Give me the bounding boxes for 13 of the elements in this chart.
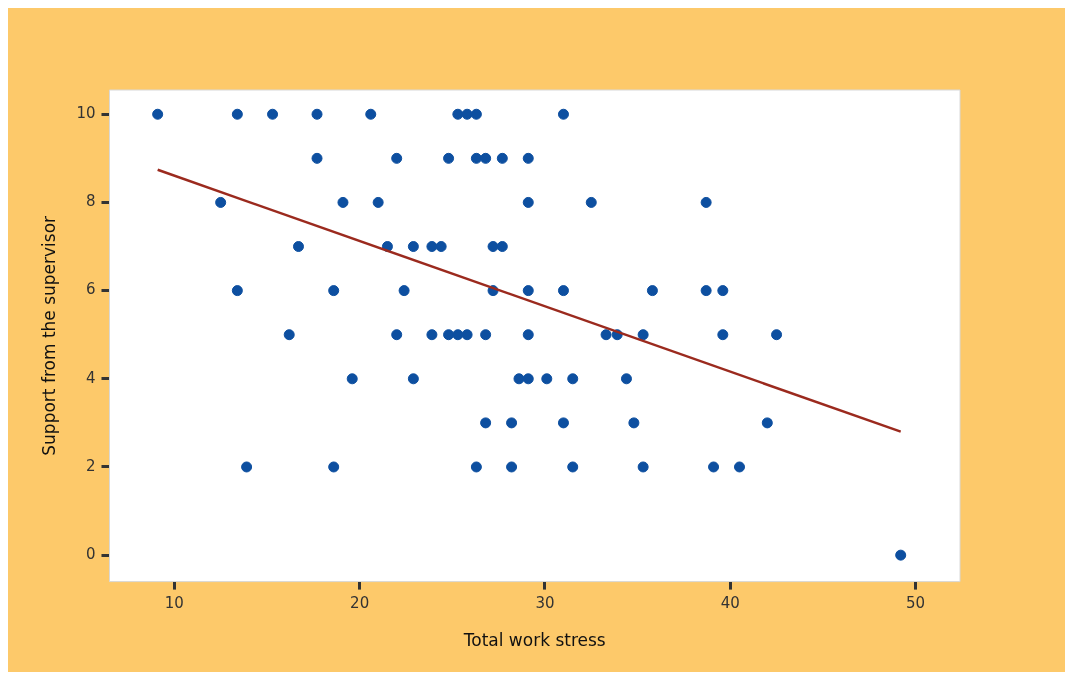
y-axis-title: Support from the supervisor bbox=[38, 215, 59, 456]
y-tick-label: 6 bbox=[85, 280, 96, 299]
x-tick-label: 40 bbox=[720, 594, 740, 613]
x-tick-label: 50 bbox=[905, 594, 926, 613]
x-axis-title: Total work stress bbox=[462, 630, 606, 651]
x-tick-label: 10 bbox=[164, 594, 184, 613]
y-tick-label: 0 bbox=[85, 545, 96, 564]
x-tick-label: 20 bbox=[350, 594, 370, 613]
y-tick-label: 10 bbox=[76, 104, 96, 123]
x-tick-label: 30 bbox=[535, 594, 555, 613]
y-tick-label: 2 bbox=[85, 456, 96, 475]
y-tick-label: 4 bbox=[85, 368, 96, 387]
y-tick-label: 8 bbox=[85, 192, 96, 211]
